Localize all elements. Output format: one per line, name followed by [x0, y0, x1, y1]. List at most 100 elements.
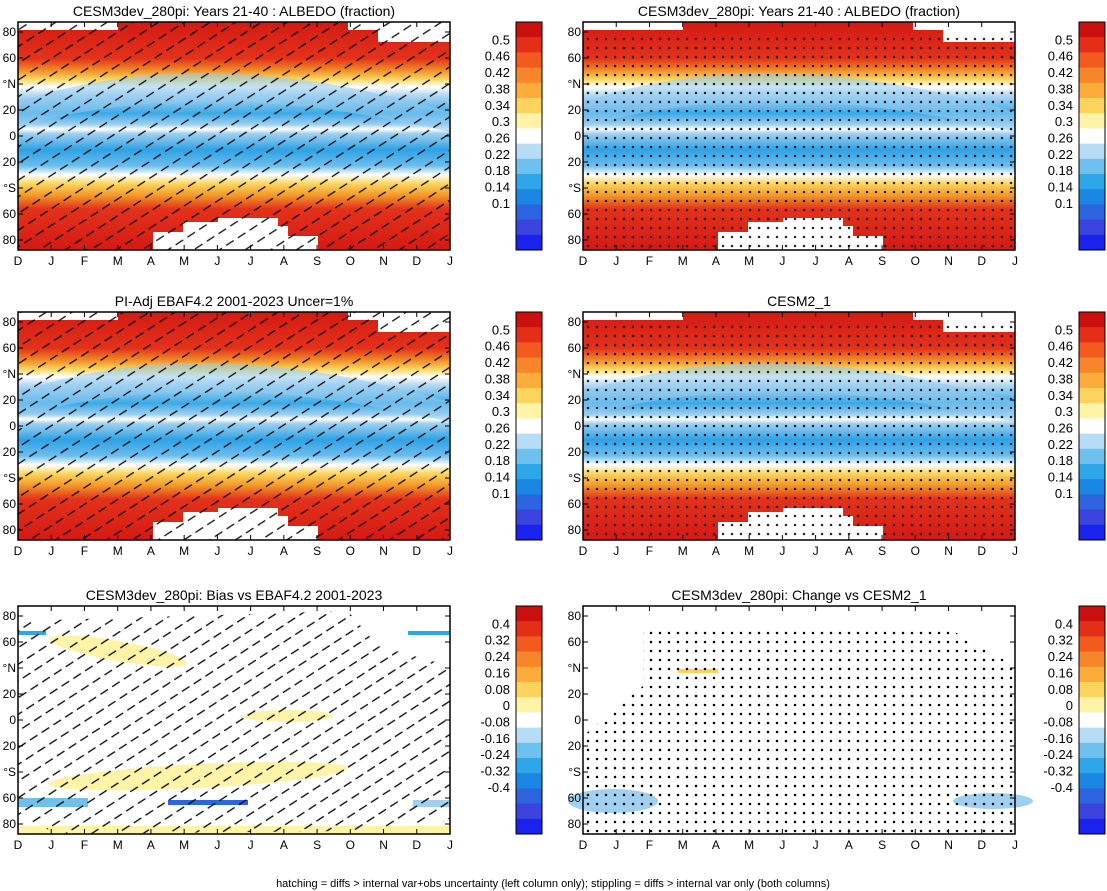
x-tick-label: N	[944, 254, 953, 268]
y-tick-label: 0	[574, 129, 581, 143]
colorbar-label: 0.14	[485, 470, 510, 485]
colorbar-label: 0.22	[1048, 147, 1073, 162]
x-tick-label: J	[1012, 838, 1018, 852]
colorbar-swatch	[516, 524, 542, 541]
colorbar-swatch	[516, 712, 542, 729]
y-tick-label: 60	[3, 791, 17, 805]
y-tick-label: 80	[568, 817, 582, 831]
x-tick-label: F	[81, 544, 88, 558]
y-tick-label: 20	[568, 445, 582, 459]
colorbar-label: 0.5	[1055, 322, 1073, 337]
colorbar-label: 0	[1066, 698, 1073, 713]
colorbar-swatch	[516, 174, 542, 190]
y-tick-label: 80	[3, 817, 17, 831]
colorbar-label: 0.34	[485, 388, 510, 403]
colorbar-label: 0.46	[1048, 339, 1073, 354]
y-tick-label: 20	[568, 155, 582, 169]
x-tick-label: J	[779, 838, 785, 852]
y-tick-label: 60	[568, 497, 582, 511]
x-tick-label: M	[744, 838, 754, 852]
colorbar-swatch	[1079, 128, 1105, 145]
y-tick-label: 60	[3, 635, 17, 649]
colorbar-label: 0.14	[1048, 470, 1073, 485]
colorbar-swatch	[1079, 651, 1105, 668]
x-tick-label: F	[646, 838, 653, 852]
colorbar-swatch	[1079, 697, 1105, 713]
y-tick-label: 0	[9, 129, 16, 143]
colorbar-swatch	[516, 312, 542, 328]
colorbar-label: -0.24	[1043, 747, 1073, 762]
x-tick-label: S	[313, 544, 321, 558]
colorbar-frame	[515, 605, 543, 835]
colorbar-swatch	[516, 327, 542, 343]
y-tick-label: °N	[3, 77, 16, 91]
y-tick-label: 0	[574, 713, 581, 727]
colorbar-label: 0.16	[485, 665, 510, 680]
panel-title: CESM3dev_280pi: Years 21-40 : ALBEDO (fr…	[638, 3, 960, 19]
y-tick-label: 80	[3, 609, 17, 623]
colorbar-swatch	[516, 697, 542, 713]
colorbar-label: 0.3	[1055, 114, 1073, 129]
colorbar-swatch	[516, 67, 542, 84]
x-tick-label: N	[379, 838, 388, 852]
colorbar-swatch	[516, 388, 542, 404]
panel: PI-Adj EBAF4.2 2001-2023 Uncer=1% D J F M A M J…	[3, 293, 543, 558]
x-tick-label: M	[179, 254, 189, 268]
y-tick-label: 80	[568, 25, 582, 39]
colorbar-swatch	[516, 494, 542, 511]
x-tick-label: D	[412, 254, 421, 268]
x-tick-label: O	[346, 544, 355, 558]
x-tick-label: A	[147, 254, 155, 268]
x-tick-label: J	[48, 544, 54, 558]
panel-title: CESM2_1	[767, 293, 831, 309]
colorbar-label: 0.34	[1048, 98, 1073, 113]
colorbar-label: 0.42	[485, 355, 510, 370]
x-tick-label: F	[81, 838, 88, 852]
x-tick-label: A	[845, 254, 853, 268]
x-tick-label: J	[214, 544, 220, 558]
colorbar-swatch	[516, 479, 542, 495]
y-tick-label: °S	[3, 181, 16, 195]
colorbar-label: -0.32	[1043, 764, 1073, 779]
colorbar-label: 0.26	[1048, 130, 1073, 145]
colorbar-frame	[515, 21, 543, 251]
x-tick-label: O	[346, 838, 355, 852]
colorbar-swatch	[1079, 37, 1105, 53]
x-tick-label: O	[911, 544, 920, 558]
x-tick-label: D	[579, 544, 588, 558]
x-tick-label: J	[248, 838, 254, 852]
colorbar-swatch	[1079, 234, 1105, 251]
y-tick-label: 80	[3, 233, 17, 247]
x-tick-label: A	[712, 838, 720, 852]
x-tick-label: J	[1012, 544, 1018, 558]
x-tick-label: J	[813, 254, 819, 268]
y-tick-label: 0	[9, 713, 16, 727]
x-tick-label: A	[845, 544, 853, 558]
colorbar-swatch	[1079, 636, 1105, 653]
colorbar-swatch	[516, 22, 542, 38]
colorbar-label: 0.1	[492, 486, 510, 501]
colorbar-label: 0.24	[1048, 649, 1073, 664]
colorbar-label: 0.22	[485, 147, 510, 162]
x-tick-label: J	[613, 254, 619, 268]
colorbar-swatch	[1079, 403, 1105, 419]
colorbar-label: 0.3	[1055, 404, 1073, 419]
colorbar-label: 0.08	[1048, 682, 1073, 697]
panel: CESM2_1 D J F M A M J J A S O N D J 80 60 °N 20 0 20 °S 60 80 0.…	[568, 293, 1106, 558]
panel-title: CESM3dev_280pi: Change vs CESM2_1	[671, 587, 926, 603]
x-tick-label: N	[379, 254, 388, 268]
x-tick-label: O	[346, 254, 355, 268]
colorbar-swatch	[516, 621, 542, 637]
colorbar-swatch	[516, 788, 542, 805]
y-tick-label: 20	[3, 155, 17, 169]
x-tick-label: A	[280, 254, 288, 268]
colorbar-swatch	[516, 37, 542, 53]
colorbar-swatch	[1079, 803, 1105, 820]
colorbar-swatch	[1079, 143, 1105, 160]
x-tick-label: M	[744, 254, 754, 268]
colorbar-swatch	[516, 113, 542, 129]
colorbar-label: 0.18	[1048, 453, 1073, 468]
y-tick-label: 60	[3, 207, 17, 221]
x-tick-label: S	[313, 838, 321, 852]
x-tick-label: M	[113, 544, 123, 558]
